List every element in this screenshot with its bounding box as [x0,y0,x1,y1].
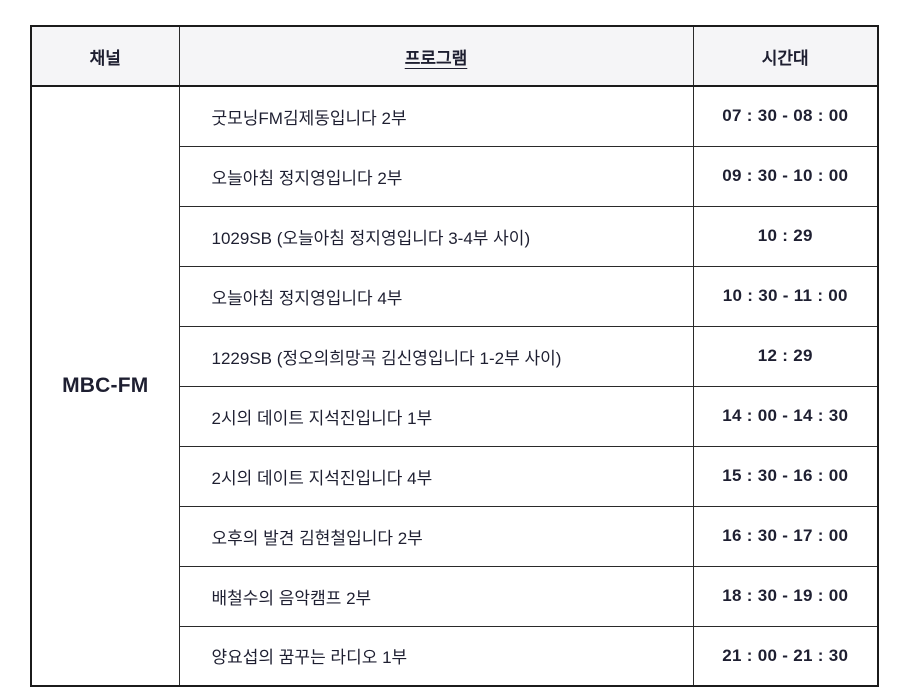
time-cell: 12 : 29 [692,325,879,387]
program-cell: 오후의 발견 김현철입니다 2부 [178,505,694,567]
time-cell: 10 : 30 - 11 : 00 [692,265,879,327]
header-row: 채널 프로그램 시간대 [30,25,879,87]
program-cell: 1029SB (오늘아침 정지영입니다 3-4부 사이) [178,205,694,267]
time-cell: 14 : 00 - 14 : 30 [692,385,879,447]
radio-schedule-table: 채널 프로그램 시간대 MBC-FM 굿모닝FM김제동입니다 2부 07 : 30 … [30,25,879,687]
program-cell: 1229SB (정오의희망곡 김신영입니다 1-2부 사이) [178,325,694,387]
time-cell: 09 : 30 - 10 : 00 [692,145,879,207]
table-row: 2시의 데이트 지석진입니다 4부 15 : 30 - 16 : 00 [31,445,879,507]
program-cell: 배철수의 음악캠프 2부 [178,565,694,627]
time-cell: 07 : 30 - 08 : 00 [692,85,879,147]
time-cell: 10 : 29 [692,205,879,267]
program-cell: 2시의 데이트 지석진입니다 1부 [178,385,694,447]
table-row: 배철수의 음악캠프 2부 18 : 30 - 19 : 00 [31,565,879,627]
channel-cell: MBC-FM [30,85,180,687]
table-row: MBC-FM 굿모닝FM김제동입니다 2부 07 : 30 - 08 : 00 [30,85,879,687]
program-cell: 오늘아침 정지영입니다 2부 [178,145,694,207]
program-cell: 양요섭의 꿈꾸는 라디오 1부 [178,625,694,687]
program-cell: 2시의 데이트 지석진입니다 4부 [178,445,694,507]
table-row: 오늘아침 정지영입니다 2부 09 : 30 - 10 : 00 [31,145,879,207]
program-cell: 오늘아침 정지영입니다 4부 [178,265,694,327]
time-cell: 21 : 00 - 21 : 30 [692,625,879,687]
header-channel: 채널 [30,25,180,87]
table-header: 채널 프로그램 시간대 [30,25,879,87]
time-cell: 15 : 30 - 16 : 00 [692,445,879,507]
header-time: 시간대 [692,25,879,87]
program-cell: 굿모닝FM김제동입니다 2부 [178,85,694,147]
header-program-label: 프로그램 [404,48,468,68]
time-cell: 16 : 30 - 17 : 00 [692,505,879,567]
time-cell: 18 : 30 - 19 : 00 [692,565,879,627]
table-body: MBC-FM 굿모닝FM김제동입니다 2부 07 : 30 - 08 : 00 오늘아… [30,85,879,687]
header-program: 프로그램 [178,25,694,87]
